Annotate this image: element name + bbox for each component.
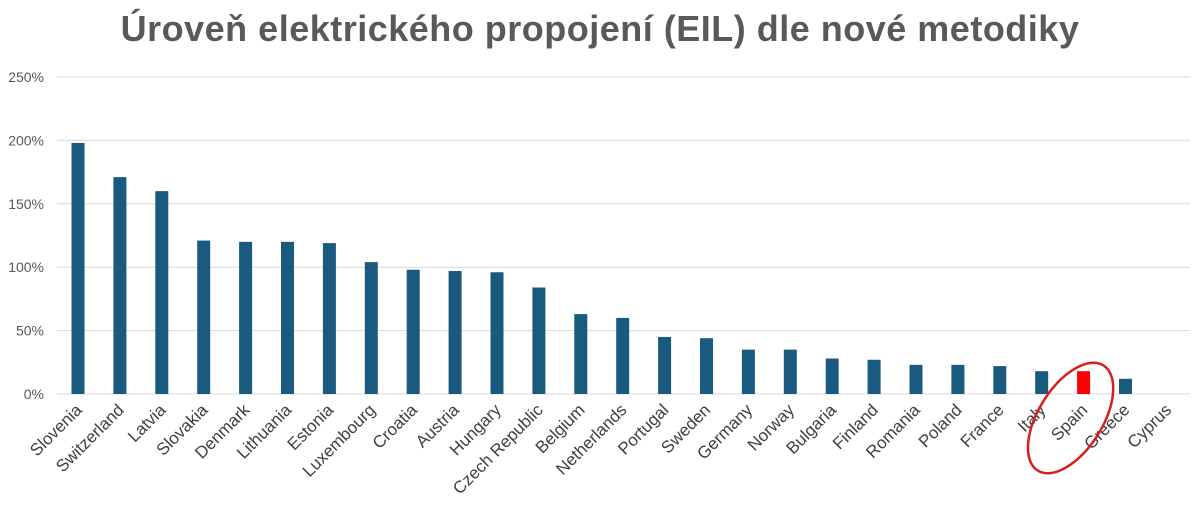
y-tick-label: 200% bbox=[8, 132, 44, 148]
x-tick-label: Cyprus bbox=[1124, 400, 1176, 452]
y-axis-tick-labels: 0% 50% 100% 150% 200% 250% bbox=[8, 69, 44, 402]
x-tick-label: Italy bbox=[1014, 400, 1050, 436]
bar-latvia bbox=[155, 191, 169, 394]
bar-lithuania bbox=[281, 241, 294, 394]
bar-luxembourg bbox=[364, 262, 378, 394]
bar-slovakia bbox=[197, 240, 211, 394]
y-tick-label: 50% bbox=[16, 323, 44, 339]
bar-finland bbox=[867, 359, 881, 394]
bar-belgium bbox=[574, 314, 588, 394]
y-tick-label: 250% bbox=[8, 69, 44, 85]
bar-switzerland bbox=[113, 177, 127, 394]
bar-greece bbox=[1119, 378, 1132, 394]
x-axis-category-labels: SloveniaSwitzerlandLatviaSlovakiaDenmark… bbox=[26, 400, 1175, 498]
x-tick-label: Poland bbox=[915, 400, 966, 451]
bar-spain bbox=[1077, 371, 1091, 394]
y-tick-label: 150% bbox=[8, 196, 44, 212]
bar-poland bbox=[951, 364, 965, 394]
annotations bbox=[1026, 361, 1115, 475]
bar-estonia bbox=[322, 243, 336, 394]
y-tick-label: 0% bbox=[24, 386, 44, 402]
x-tick-label: France bbox=[957, 400, 1008, 451]
y-tick-label: 100% bbox=[8, 259, 44, 275]
chart-title: Úroveň elektrického propojení (EIL) dle … bbox=[120, 8, 1080, 49]
bar-denmark bbox=[239, 241, 253, 394]
bar-czech-republic bbox=[532, 287, 546, 394]
bar-croatia bbox=[406, 269, 420, 394]
bar-netherlands bbox=[616, 317, 630, 394]
bar-germany bbox=[741, 349, 755, 394]
bar-slovenia bbox=[71, 142, 85, 394]
x-tick-label: Croatia bbox=[369, 400, 422, 453]
bar-romania bbox=[909, 364, 923, 394]
bar-sweden bbox=[700, 338, 713, 394]
bar-italy bbox=[1035, 371, 1049, 394]
bar-norway bbox=[783, 349, 797, 394]
bar-france bbox=[993, 366, 1007, 394]
highlight-circle bbox=[1026, 361, 1115, 475]
bars bbox=[71, 142, 1132, 394]
bar-austria bbox=[448, 271, 462, 394]
bar-portugal bbox=[658, 336, 672, 394]
bar-bulgaria bbox=[825, 358, 839, 394]
x-tick-label: Greece bbox=[1080, 400, 1133, 453]
bar-hungary bbox=[490, 272, 504, 394]
